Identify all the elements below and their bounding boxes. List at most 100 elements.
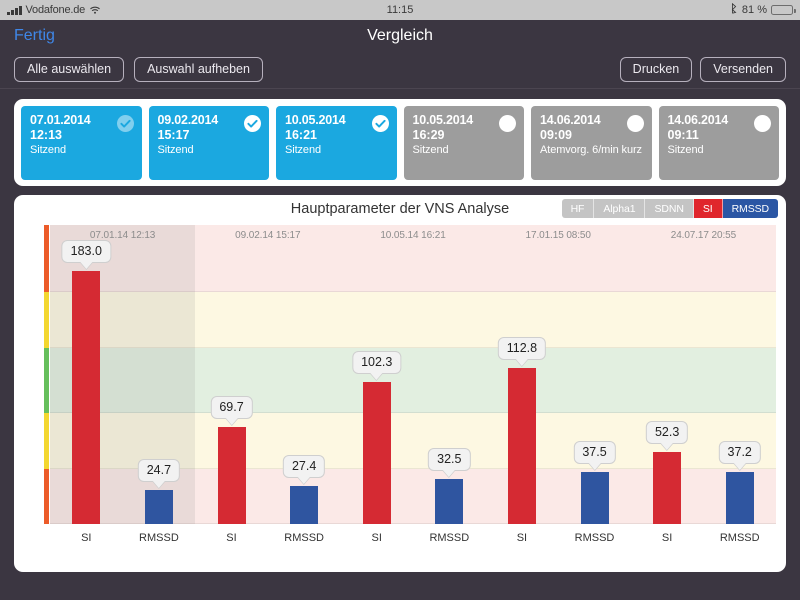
page-title: Vergleich: [367, 26, 433, 44]
bar-value-label: 27.4: [282, 455, 326, 479]
session-label: Sitzend: [30, 143, 66, 156]
bar-value-label: 52.3: [645, 420, 689, 444]
parameter-segmented-control[interactable]: HF Alpha1 SDNN SI RMSSD: [561, 199, 778, 218]
x-axis-labels: SI RMSSD SI RMSSD SI RMSSD SI RMSSD SI RMSSD: [50, 528, 776, 550]
segment-alpha1[interactable]: Alpha1: [594, 199, 646, 218]
bar-slot: 69.7: [195, 225, 268, 524]
checkmark-icon[interactable]: [116, 114, 134, 132]
bar-value-label: 112.8: [497, 336, 547, 360]
chart-column: 102.3 32.5: [340, 225, 485, 524]
bar-si[interactable]: 102.3: [352, 351, 402, 524]
session-card[interactable]: 14.06.2014 09:09 Atemvorg. 6/min kurz: [531, 105, 652, 180]
bar-si[interactable]: 183.0: [61, 239, 111, 524]
unselected-circle-icon[interactable]: [499, 114, 516, 132]
bar-slot: 27.4: [268, 225, 341, 524]
column-header-date: 24.07.17 20:55: [670, 230, 737, 241]
x-axis-label-si: SI: [226, 532, 237, 544]
zone-axis-high-critical: [44, 225, 49, 293]
chart-column: 112.8 37.5: [486, 225, 631, 524]
bar-slot: 37.5: [558, 225, 631, 524]
session-card[interactable]: 10.05.2014 16:29 Sitzend: [403, 105, 524, 180]
bar-value-label: 37.2: [718, 441, 761, 465]
session-card[interactable]: 07.01.2014 12:13 Sitzend: [21, 105, 142, 180]
chart-panel: Hauptparameter der VNS Analyse HF Alpha1 S…: [14, 195, 786, 572]
x-axis-label-rmssd: RMSSD: [719, 532, 760, 544]
x-axis-group: SI RMSSD: [195, 528, 340, 550]
bar-value-label: 102.3: [352, 351, 402, 375]
zone-axis-high-warning: [44, 292, 49, 348]
chart-title: Hauptparameter der VNS Analyse: [290, 201, 510, 217]
bar-value-label: 183.0: [61, 239, 111, 263]
chart-columns: 183.0 24.7 69.7 27.4 102.3 32.5 112.8 37.5 52.3 3…: [50, 225, 776, 524]
x-axis-group: SI RMSSD: [340, 528, 485, 550]
x-axis-label-rmssd: RMSSD: [429, 532, 470, 544]
session-card[interactable]: 09.02.2014 15:17 Sitzend: [148, 105, 269, 180]
session-time: 16:21: [285, 127, 317, 142]
column-header-date: 07.01.14 12:13: [89, 230, 156, 241]
toolbar-right-group: Drucken Versenden: [619, 57, 786, 82]
bar-value-label: 37.5: [573, 441, 616, 465]
segment-si[interactable]: SI: [693, 199, 723, 218]
battery-icon: [771, 5, 796, 15]
session-date: 14.06.2014: [667, 112, 729, 127]
session-card[interactable]: 14.06.2014 09:11 Sitzend: [658, 105, 779, 180]
chart-header: Hauptparameter der VNS Analyse HF Alpha1 S…: [14, 195, 786, 225]
deselect-all-button[interactable]: Auswahl aufheben: [134, 57, 263, 82]
done-button[interactable]: Fertig: [14, 26, 55, 44]
bar-rmssd[interactable]: 37.2: [718, 441, 761, 524]
segment-rmssd[interactable]: RMSSD: [722, 199, 778, 218]
print-button[interactable]: Drucken: [619, 57, 693, 82]
bar-slot: 37.2: [703, 225, 776, 524]
navigation-bar: Fertig Vergleich: [0, 20, 800, 51]
session-label: Atemvorg. 6/min kurz: [540, 143, 642, 156]
x-axis-label-si: SI: [371, 532, 382, 544]
zone-band-high-warning: [50, 292, 776, 348]
unselected-circle-icon[interactable]: [626, 114, 644, 132]
x-axis-group: SI RMSSD: [631, 528, 776, 550]
session-time: 15:17: [157, 127, 190, 142]
bar-slot: 112.8: [486, 225, 559, 524]
status-bar-right: 81 %: [730, 2, 796, 17]
bar-si[interactable]: 112.8: [497, 336, 547, 524]
send-button[interactable]: Versenden: [700, 57, 786, 82]
session-time: 09:09: [540, 127, 572, 142]
bar-slot: 24.7: [123, 225, 196, 524]
bar-si[interactable]: 52.3: [645, 420, 689, 524]
bluetooth-icon: [730, 2, 738, 17]
select-all-button[interactable]: Alle auswählen: [14, 57, 125, 82]
zone-band-normal: [50, 347, 776, 414]
bar-value-label: 32.5: [428, 448, 471, 471]
x-axis-label-rmssd: RMSSD: [139, 532, 179, 544]
column-header-date: 09.02.14 15:17: [235, 230, 301, 241]
bar-rmssd[interactable]: 32.5: [428, 448, 471, 524]
zone-axis-low-warning: [44, 413, 49, 469]
chart-column: 69.7 27.4: [195, 225, 340, 524]
zone-band-high-critical: [50, 225, 776, 293]
chart-column: 183.0 24.7: [50, 225, 196, 524]
bar-rmssd[interactable]: 37.5: [573, 441, 616, 524]
zone-color-axis: [44, 225, 49, 524]
session-label: Sitzend: [285, 143, 321, 156]
x-axis-label-si: SI: [81, 532, 92, 544]
checkmark-icon[interactable]: [371, 114, 389, 132]
x-axis-group: SI RMSSD: [486, 528, 631, 550]
zone-axis-normal: [44, 347, 49, 414]
session-card[interactable]: 10.05.2014 16:21 Sitzend: [276, 105, 397, 180]
bar-rmssd[interactable]: 24.7: [137, 458, 181, 524]
unselected-circle-icon[interactable]: [754, 114, 771, 132]
column-header-date: 10.05.14 16:21: [380, 230, 446, 241]
x-axis-label-si: SI: [516, 532, 528, 544]
session-label: Sitzend: [412, 143, 449, 156]
battery-percent-label: 81 %: [741, 4, 767, 16]
session-date: 14.06.2014: [540, 112, 601, 127]
segment-sdnn[interactable]: SDNN: [645, 199, 694, 218]
bar-slot: 183.0: [50, 225, 123, 524]
segment-hf[interactable]: HF: [561, 199, 595, 218]
bar-slot: 102.3: [340, 225, 413, 524]
checkmark-icon[interactable]: [244, 114, 261, 132]
session-date: 07.01.2014: [30, 112, 91, 127]
wifi-icon: [89, 5, 101, 15]
bar-si[interactable]: 69.7: [210, 396, 253, 524]
bar-rmssd[interactable]: 27.4: [282, 455, 326, 524]
status-bar: Vodafone.de 11:15 81 %: [0, 0, 800, 20]
